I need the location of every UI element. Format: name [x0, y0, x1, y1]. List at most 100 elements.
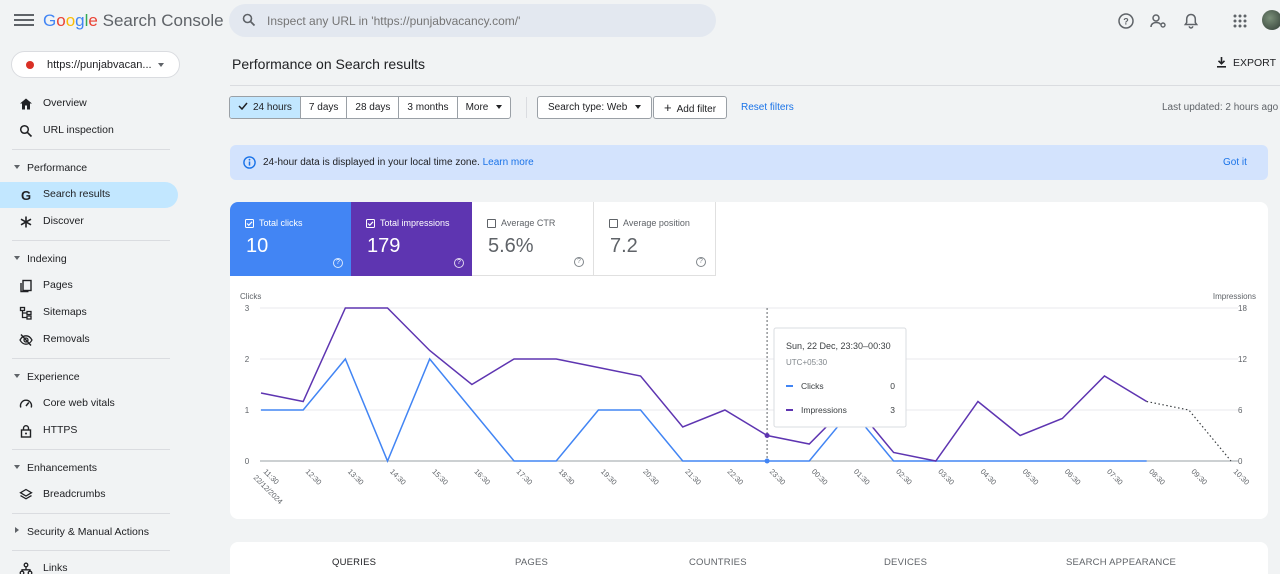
- range-option-24-hours[interactable]: 24 hours: [230, 97, 301, 118]
- tab-devices[interactable]: DEVICES: [884, 557, 928, 568]
- section-indexing[interactable]: Indexing: [0, 249, 180, 269]
- sidebar-item-https[interactable]: HTTPS: [0, 418, 178, 444]
- expand-caret-icon: [15, 527, 19, 533]
- tab-pages[interactable]: PAGES: [515, 557, 549, 568]
- tab-queries[interactable]: QUERIES: [332, 557, 377, 568]
- x-tick-label: 19:30: [599, 467, 619, 487]
- sidebar-item-breadcrumbs[interactable]: Breadcrumbs: [0, 482, 178, 508]
- search-input[interactable]: [267, 10, 697, 31]
- divider: [12, 149, 170, 150]
- sidebar-label: Core web vitals: [43, 397, 115, 409]
- apps-grid-icon[interactable]: [1231, 12, 1249, 30]
- metric-average-position[interactable]: Average position 7.2 ?: [594, 202, 716, 276]
- x-tick-label: 15:30: [430, 467, 450, 487]
- sidebar-item-overview[interactable]: Overview: [0, 91, 178, 117]
- property-selector[interactable]: https://punjabvacan...: [11, 51, 180, 78]
- metric-value: 7.2: [610, 235, 638, 257]
- reset-filters-link[interactable]: Reset filters: [741, 102, 794, 113]
- range-label: More: [465, 102, 489, 113]
- sidebar-item-discover[interactable]: Discover: [0, 209, 178, 235]
- sidebar-item-core-web-vitals[interactable]: Core web vitals: [0, 391, 178, 417]
- y-tick-left: 0: [245, 457, 250, 466]
- check-icon: [238, 102, 248, 111]
- url-inspect-search[interactable]: [229, 4, 716, 37]
- metric-label: Average position: [623, 218, 690, 228]
- range-option-more[interactable]: More: [458, 97, 511, 118]
- dropdown-caret-icon: [158, 63, 164, 67]
- svg-text:G: G: [21, 188, 31, 202]
- app-logo[interactable]: Google Search Console: [43, 11, 224, 31]
- tooltip-row-label: Impressions: [801, 405, 847, 415]
- got-it-button[interactable]: Got it: [1223, 157, 1247, 168]
- export-button[interactable]: EXPORT: [1216, 56, 1276, 69]
- sidebar-label: Discover: [43, 215, 84, 227]
- x-tick-label: 23:30: [768, 467, 788, 487]
- range-option-3-months[interactable]: 3 months: [399, 97, 458, 118]
- search-icon: [242, 13, 256, 27]
- x-tick-label: 14:30: [388, 467, 408, 487]
- collapse-caret-icon: [14, 165, 20, 169]
- tab-search-appearance[interactable]: SEARCH APPEARANCE: [1066, 557, 1177, 568]
- help-icon[interactable]: ?: [696, 257, 706, 267]
- x-tick-label: 05:30: [1021, 467, 1041, 487]
- search-type-filter[interactable]: Search type: Web: [537, 96, 653, 119]
- add-filter-button[interactable]: + Add filter: [653, 96, 728, 119]
- avatar[interactable]: [1262, 10, 1280, 30]
- property-label: https://punjabvacan...: [47, 59, 152, 71]
- range-option-28-days[interactable]: 28 days: [347, 97, 400, 118]
- help-icon[interactable]: ?: [574, 257, 584, 267]
- layers-icon: [19, 488, 33, 500]
- y-tick-right: 6: [1238, 406, 1243, 415]
- sidebar-item-sitemaps[interactable]: Sitemaps: [0, 300, 178, 326]
- tooltip-subtitle: UTC+05:30: [786, 358, 828, 367]
- learn-more-link[interactable]: Learn more: [482, 157, 534, 168]
- sidebar-label: Search results: [43, 188, 111, 200]
- section-enhancements[interactable]: Enhancements: [0, 458, 180, 478]
- sidebar-item-url-inspection[interactable]: URL inspection: [0, 118, 178, 144]
- metric-average-ctr[interactable]: Average CTR 5.6% ?: [472, 202, 594, 276]
- y-axis-right-title: Impressions: [1213, 292, 1256, 301]
- property-favicon: [26, 61, 34, 69]
- lock-icon: [20, 425, 32, 438]
- section-security[interactable]: Security & Manual Actions: [0, 522, 180, 542]
- tooltip-row-label: Clicks: [801, 381, 824, 391]
- checkbox-checked-icon: [366, 219, 375, 228]
- last-updated-text: Last updated: 2 hours ago: [1162, 102, 1279, 113]
- date-range-selector: 24 hours 7 days 28 days 3 months More: [229, 96, 512, 119]
- divider: [12, 240, 170, 241]
- hover-point-clicks: [764, 458, 770, 464]
- settings-user-icon[interactable]: [1149, 12, 1167, 30]
- sidebar-item-pages[interactable]: Pages: [0, 273, 178, 299]
- tab-countries[interactable]: COUNTRIES: [689, 557, 747, 568]
- help-icon[interactable]: ?: [454, 258, 464, 268]
- sidebar-item-links[interactable]: Links: [0, 556, 178, 574]
- x-tick-label: 09:30: [1189, 467, 1209, 487]
- x-tick-label: 00:30: [810, 467, 830, 487]
- section-experience[interactable]: Experience: [0, 367, 180, 387]
- metric-total-impressions[interactable]: Total impressions 179 ?: [351, 202, 473, 276]
- sidebar-label: URL inspection: [43, 124, 114, 136]
- help-icon[interactable]: ?: [333, 258, 343, 268]
- menu-icon[interactable]: [14, 11, 34, 31]
- section-label: Enhancements: [27, 462, 98, 474]
- sidebar-label: HTTPS: [43, 424, 78, 436]
- metric-value: 10: [246, 235, 269, 257]
- section-performance[interactable]: Performance: [0, 158, 180, 178]
- y-tick-right: 12: [1238, 355, 1247, 364]
- help-icon[interactable]: ?: [1117, 12, 1135, 30]
- collapse-caret-icon: [14, 465, 20, 469]
- brand-google: Google: [43, 11, 98, 30]
- notifications-icon[interactable]: [1182, 12, 1200, 30]
- x-tick-label: 17:30: [515, 467, 535, 487]
- checkbox-unchecked-icon: [609, 219, 618, 228]
- metric-label: Average CTR: [501, 218, 556, 228]
- sidebar-item-removals[interactable]: Removals: [0, 327, 178, 353]
- metric-total-clicks[interactable]: Total clicks 10 ?: [230, 202, 352, 276]
- divider: [12, 358, 170, 359]
- range-option-7-days[interactable]: 7 days: [301, 97, 348, 118]
- sidebar-item-search-results[interactable]: G Search results: [0, 182, 178, 208]
- section-label: Security & Manual Actions: [27, 526, 149, 538]
- sidebar-label: Overview: [43, 97, 87, 109]
- search-type-label: Search type: Web: [548, 102, 628, 113]
